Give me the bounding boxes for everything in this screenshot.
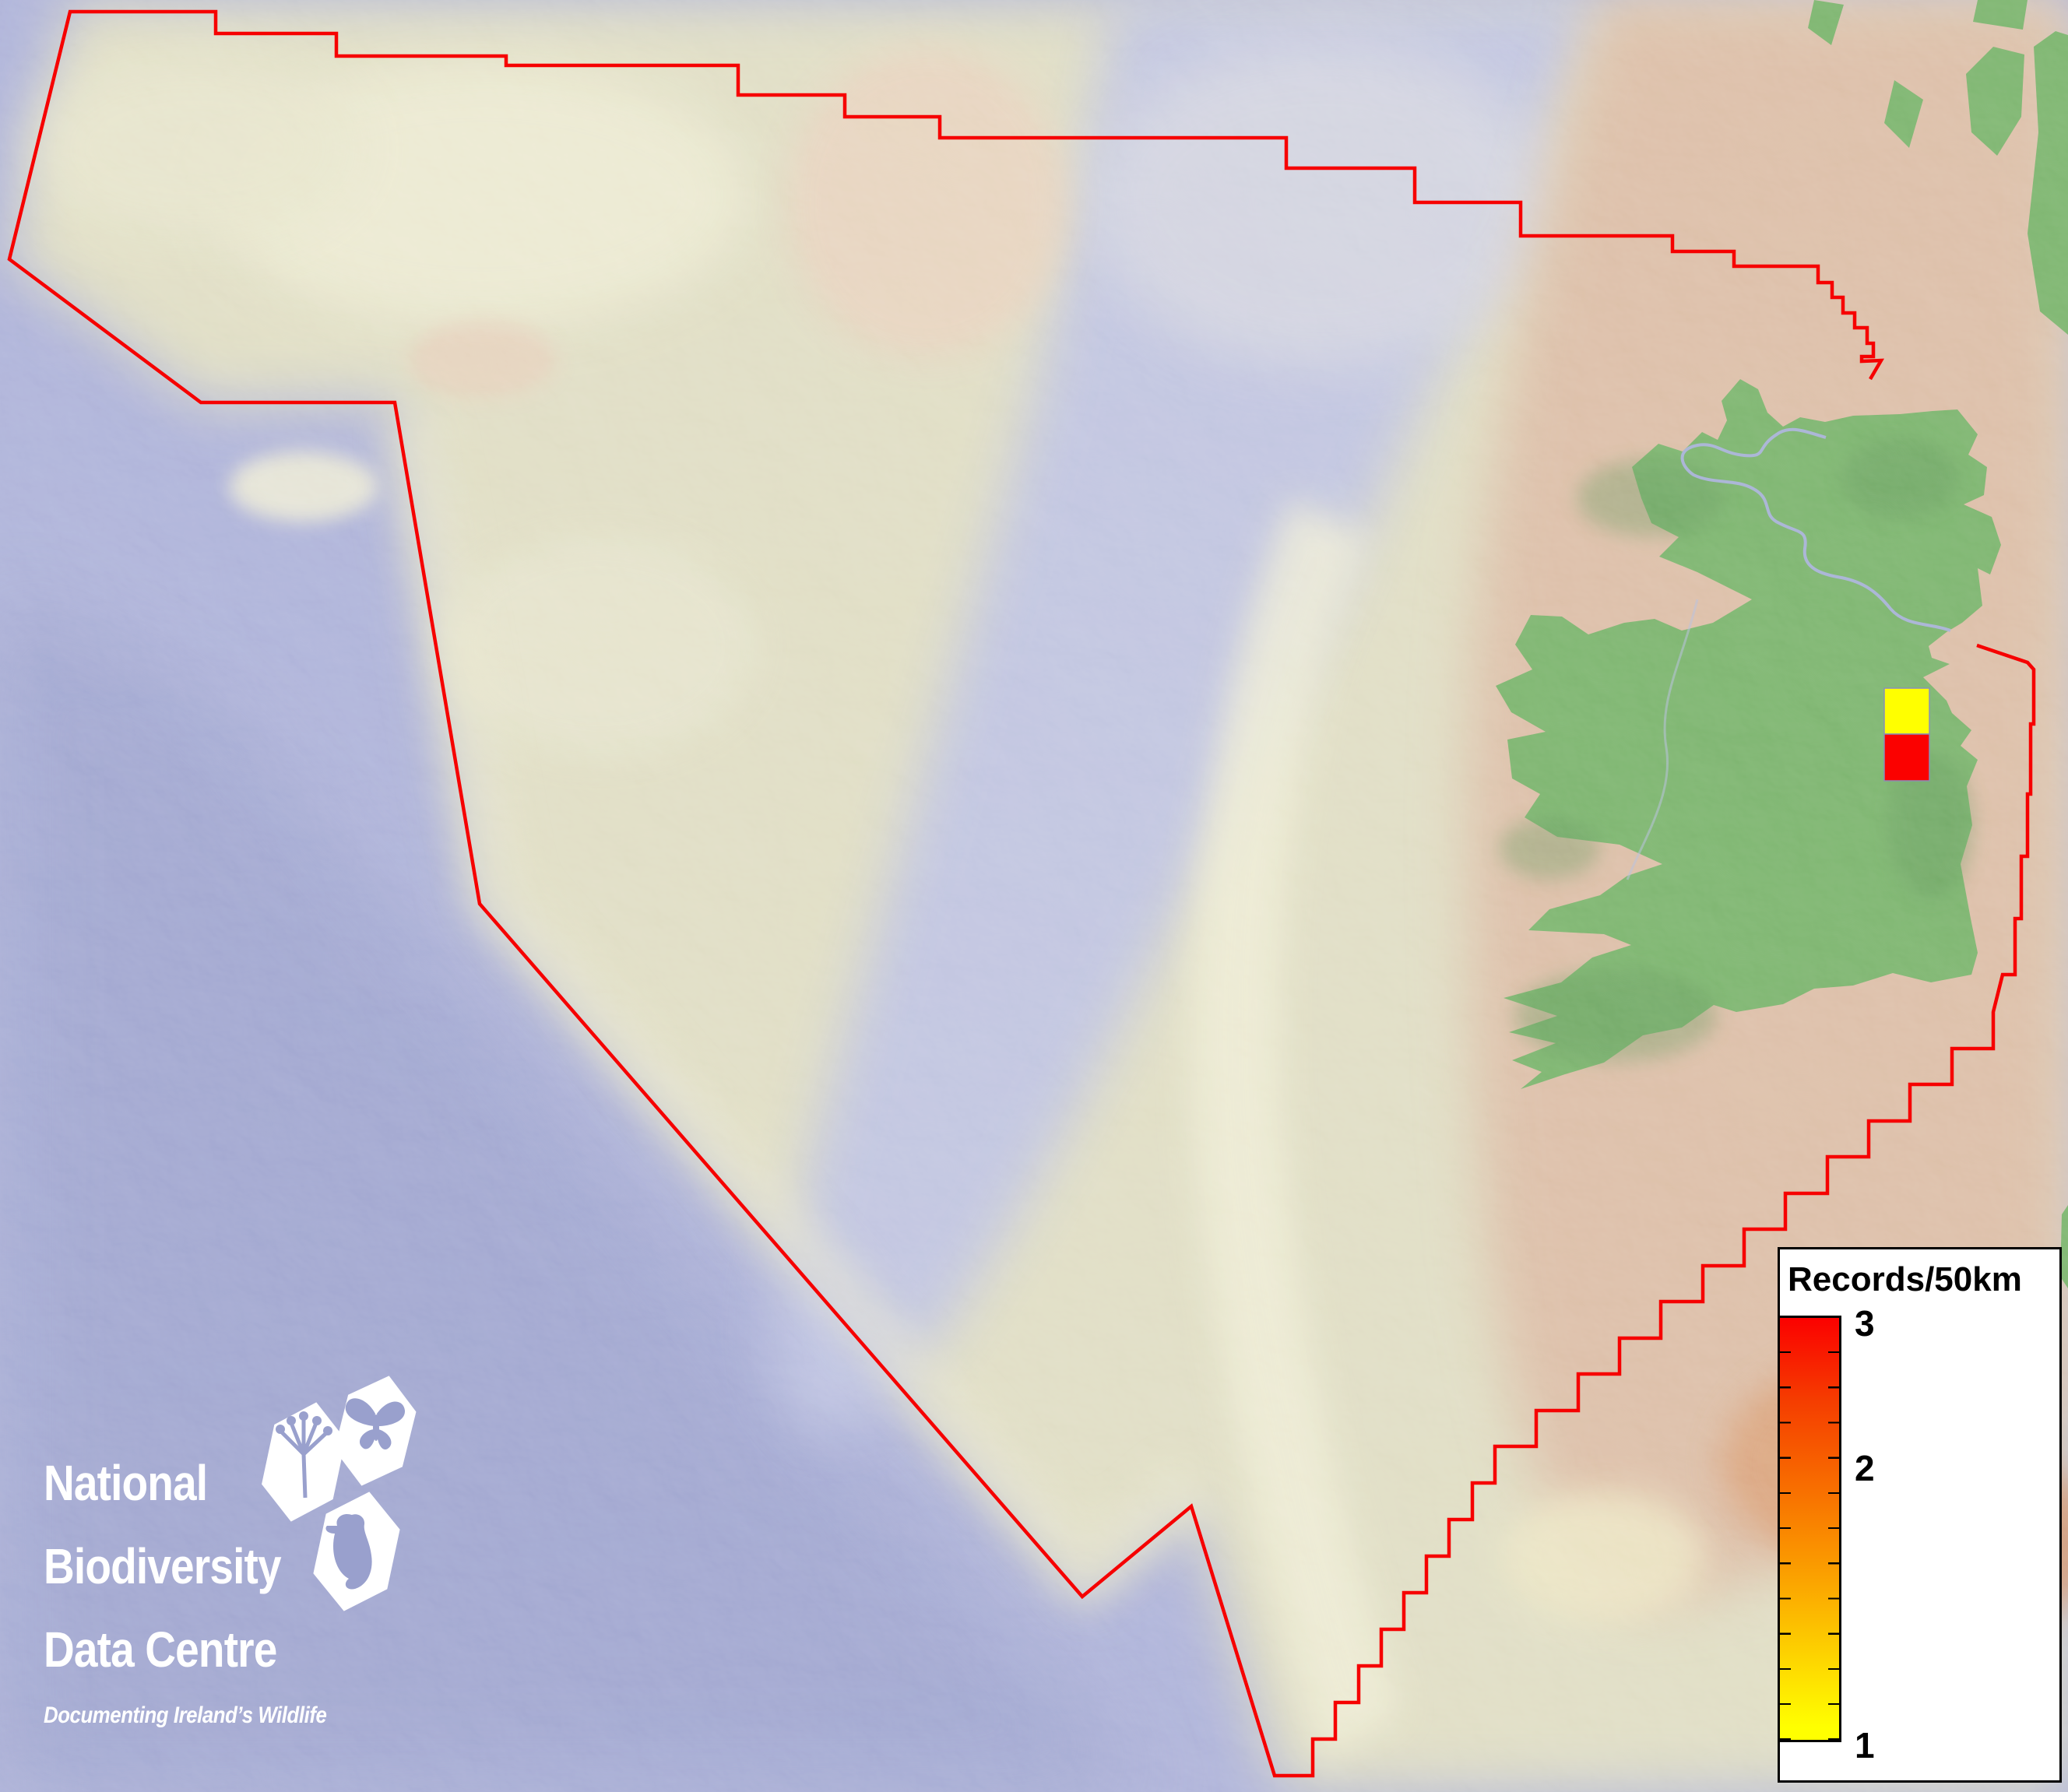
record-cell-yellow bbox=[1883, 687, 1930, 735]
hexagon-butterfly bbox=[334, 1376, 417, 1486]
legend-label-max: 3 bbox=[1855, 1303, 1875, 1344]
hexagon-seahorse bbox=[313, 1492, 400, 1611]
nbdc-logo-mark bbox=[262, 1376, 417, 1611]
logo-line-2: Biodiversity bbox=[44, 1538, 282, 1594]
legend-label-mid: 2 bbox=[1855, 1448, 1875, 1488]
legend-label-min: 1 bbox=[1855, 1725, 1875, 1766]
nbdc-logo-text: National Biodiversity Data Centre Docume… bbox=[44, 1442, 327, 1729]
logo-tagline: Documenting Ireland’s Wildlife bbox=[44, 1702, 327, 1728]
seahorse-icon bbox=[325, 1513, 372, 1590]
ni-border-line bbox=[1680, 427, 1951, 632]
hexagon-plant bbox=[262, 1402, 346, 1522]
logo-line-1: National bbox=[44, 1455, 208, 1511]
colorbar-ticks-right bbox=[1828, 1318, 1839, 1740]
legend-title: Records/50km bbox=[1788, 1260, 2022, 1298]
river-line bbox=[1626, 599, 1699, 880]
eez-boundary-line bbox=[7, 9, 2036, 1778]
records-legend-box: Records/50km 3 2 1 bbox=[1778, 1247, 2062, 1783]
legend-colorbar bbox=[1778, 1316, 1841, 1742]
umbellifer-plant-icon bbox=[276, 1411, 332, 1499]
logo-line-3: Data Centre bbox=[44, 1622, 277, 1678]
butterfly-icon bbox=[345, 1398, 406, 1450]
record-cell-red bbox=[1883, 733, 1930, 782]
colorbar-ticks-left bbox=[1780, 1318, 1791, 1740]
